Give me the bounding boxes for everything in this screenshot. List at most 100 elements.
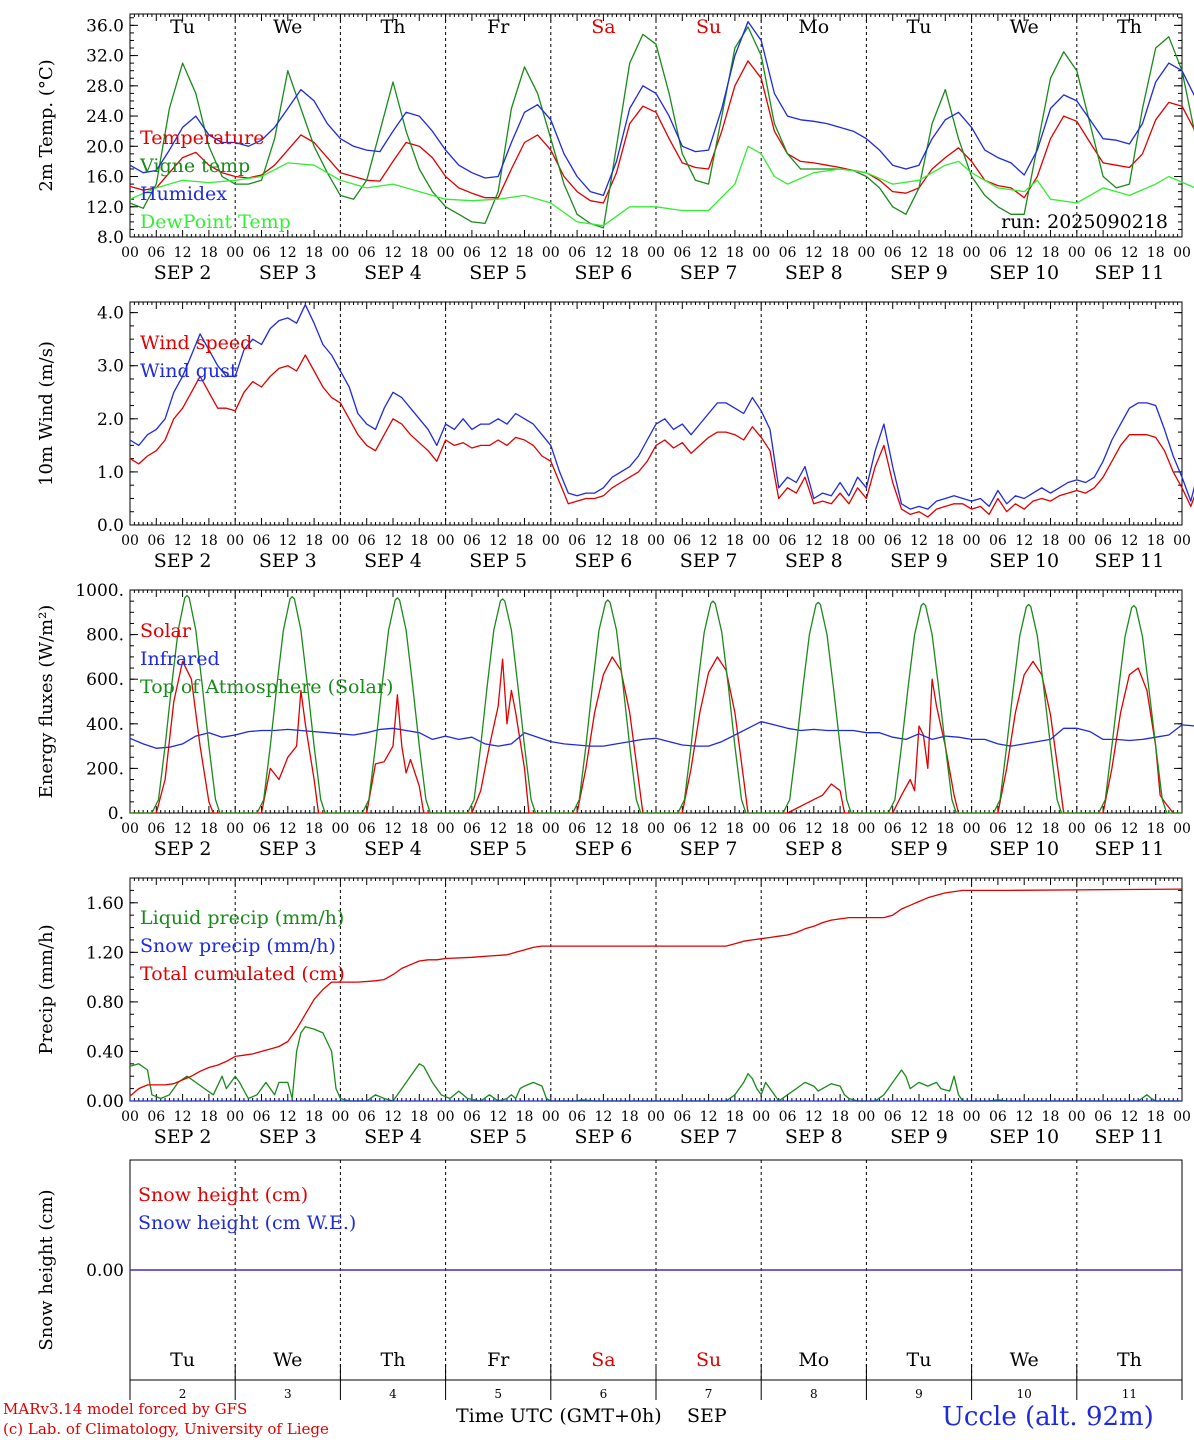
x-hour-label: 12 xyxy=(1120,533,1138,549)
x-date-label: SEP 6 xyxy=(574,1126,632,1148)
y-tick-label: 0.00 xyxy=(86,1261,124,1281)
meteogram: 8.012.016.020.024.028.032.036.02m Temp. … xyxy=(36,13,1194,1400)
y-tick-label: 2.0 xyxy=(97,410,124,430)
x-hour-label: 12 xyxy=(805,533,823,549)
day-number-label: 10 xyxy=(1017,1387,1032,1400)
day-of-week-label: Tu xyxy=(907,16,932,38)
x-hour-label: 12 xyxy=(700,821,718,837)
x-hour-label: 12 xyxy=(1015,245,1033,261)
x-hour-label: 00 xyxy=(226,245,244,261)
x-date-label: SEP 7 xyxy=(680,550,738,572)
series-line xyxy=(130,656,1182,814)
x-hour-label: 18 xyxy=(1042,821,1060,837)
x-hour-label: 06 xyxy=(568,245,586,261)
day-of-week-label: Tu xyxy=(170,16,195,38)
x-hour-label: 00 xyxy=(752,533,770,549)
series-line xyxy=(129,888,1183,1097)
x-hour-label: 00 xyxy=(331,1109,349,1125)
x-date-label: SEP 4 xyxy=(364,262,422,284)
x-date-label: SEP 5 xyxy=(469,1126,527,1148)
x-date-label: SEP 7 xyxy=(680,262,738,284)
x-axis-title: Time UTC (GMT+0h) xyxy=(456,1405,662,1427)
y-axis-title: 2m Temp. (°C) xyxy=(36,59,57,191)
y-tick-label: 0.00 xyxy=(86,1092,124,1112)
y-tick-label: 200. xyxy=(86,759,124,779)
legend-entry: Snow precip (mm/h) xyxy=(140,935,336,957)
x-hour-label: 00 xyxy=(331,533,349,549)
x-date-label: SEP 4 xyxy=(364,1126,422,1148)
legend-entry: Humidex xyxy=(140,183,227,205)
x-hour-label: 18 xyxy=(305,245,323,261)
x-hour-label: 06 xyxy=(779,245,797,261)
x-hour-label: 18 xyxy=(1147,245,1165,261)
x-hour-label: 18 xyxy=(936,245,954,261)
x-hour-label: 18 xyxy=(1147,533,1165,549)
x-date-label: SEP 10 xyxy=(989,262,1059,284)
series-line xyxy=(129,20,1194,197)
x-hour-label: 12 xyxy=(174,245,192,261)
x-date-label: SEP 10 xyxy=(989,838,1059,860)
x-hour-label: 18 xyxy=(1042,245,1060,261)
x-hour-label: 00 xyxy=(857,1109,875,1125)
legend-entry: Liquid precip (mm/h) xyxy=(140,907,344,929)
x-hour-label: 18 xyxy=(200,1109,218,1125)
x-hour-label: 06 xyxy=(253,245,271,261)
day-of-week-label: Sa xyxy=(591,1349,615,1371)
day-of-week-label: Th xyxy=(1117,16,1142,38)
y-tick-label: 0.80 xyxy=(86,993,124,1013)
y-tick-label: 0. xyxy=(108,804,124,824)
x-hour-label: 06 xyxy=(253,821,271,837)
x-hour-label: 12 xyxy=(910,821,928,837)
x-date-label: SEP 8 xyxy=(785,550,843,572)
x-hour-label: 12 xyxy=(805,821,823,837)
x-hour-label: 00 xyxy=(857,533,875,549)
day-number-label: 4 xyxy=(389,1387,397,1400)
x-hour-label: 18 xyxy=(726,821,744,837)
x-hour-label: 00 xyxy=(1068,821,1086,837)
x-hour-label: 12 xyxy=(910,1109,928,1125)
x-hour-label: 12 xyxy=(489,245,507,261)
x-date-label: SEP 6 xyxy=(574,550,632,572)
x-date-label: SEP 10 xyxy=(989,550,1059,572)
x-hour-label: 06 xyxy=(779,821,797,837)
x-hour-label: 12 xyxy=(594,1109,612,1125)
y-axis-title: Energy fluxes (W/m²) xyxy=(36,605,57,799)
x-hour-label: 00 xyxy=(963,533,981,549)
run-label: run: 2025090218 xyxy=(1001,211,1168,233)
y-tick-label: 1.20 xyxy=(86,943,124,963)
x-date-label: SEP 4 xyxy=(364,550,422,572)
x-date-label: SEP 2 xyxy=(154,262,212,284)
x-hour-label: 06 xyxy=(568,821,586,837)
x-hour-label: 12 xyxy=(384,533,402,549)
y-tick-label: 800. xyxy=(86,626,124,646)
x-hour-label: 12 xyxy=(489,1109,507,1125)
day-number-label: 9 xyxy=(915,1387,923,1400)
x-date-label: SEP 3 xyxy=(259,262,317,284)
legend-entry: Top of Atmosphere (Solar) xyxy=(140,676,393,698)
y-tick-label: 24.0 xyxy=(86,107,124,127)
x-hour-label: 12 xyxy=(489,821,507,837)
x-hour-label: 06 xyxy=(989,533,1007,549)
x-hour-label: 06 xyxy=(568,1109,586,1125)
x-hour-label: 18 xyxy=(831,1109,849,1125)
day-of-week-label: We xyxy=(1010,16,1039,38)
day-of-week-label: Mo xyxy=(798,1349,829,1371)
x-hour-label: 18 xyxy=(1147,821,1165,837)
x-hour-label: 06 xyxy=(358,245,376,261)
legend-entry: Infrared xyxy=(140,648,220,670)
series-line xyxy=(129,60,1194,204)
legend-entry: Wind gust xyxy=(140,360,238,382)
x-hour-label: 12 xyxy=(805,245,823,261)
lab-credit: (c) Lab. of Climatology, University of L… xyxy=(3,1420,329,1438)
x-hour-label: 06 xyxy=(358,821,376,837)
x-hour-label: 06 xyxy=(673,533,691,549)
x-date-label: SEP 7 xyxy=(680,838,738,860)
x-date-label: SEP 9 xyxy=(890,838,948,860)
x-date-label: SEP 2 xyxy=(154,550,212,572)
x-hour-label: 00 xyxy=(542,533,560,549)
x-hour-label: 12 xyxy=(910,245,928,261)
y-tick-label: 600. xyxy=(86,670,124,690)
x-date-label: SEP 10 xyxy=(989,1126,1059,1148)
x-hour-label: 00 xyxy=(542,1109,560,1125)
day-of-week-label: We xyxy=(273,16,302,38)
